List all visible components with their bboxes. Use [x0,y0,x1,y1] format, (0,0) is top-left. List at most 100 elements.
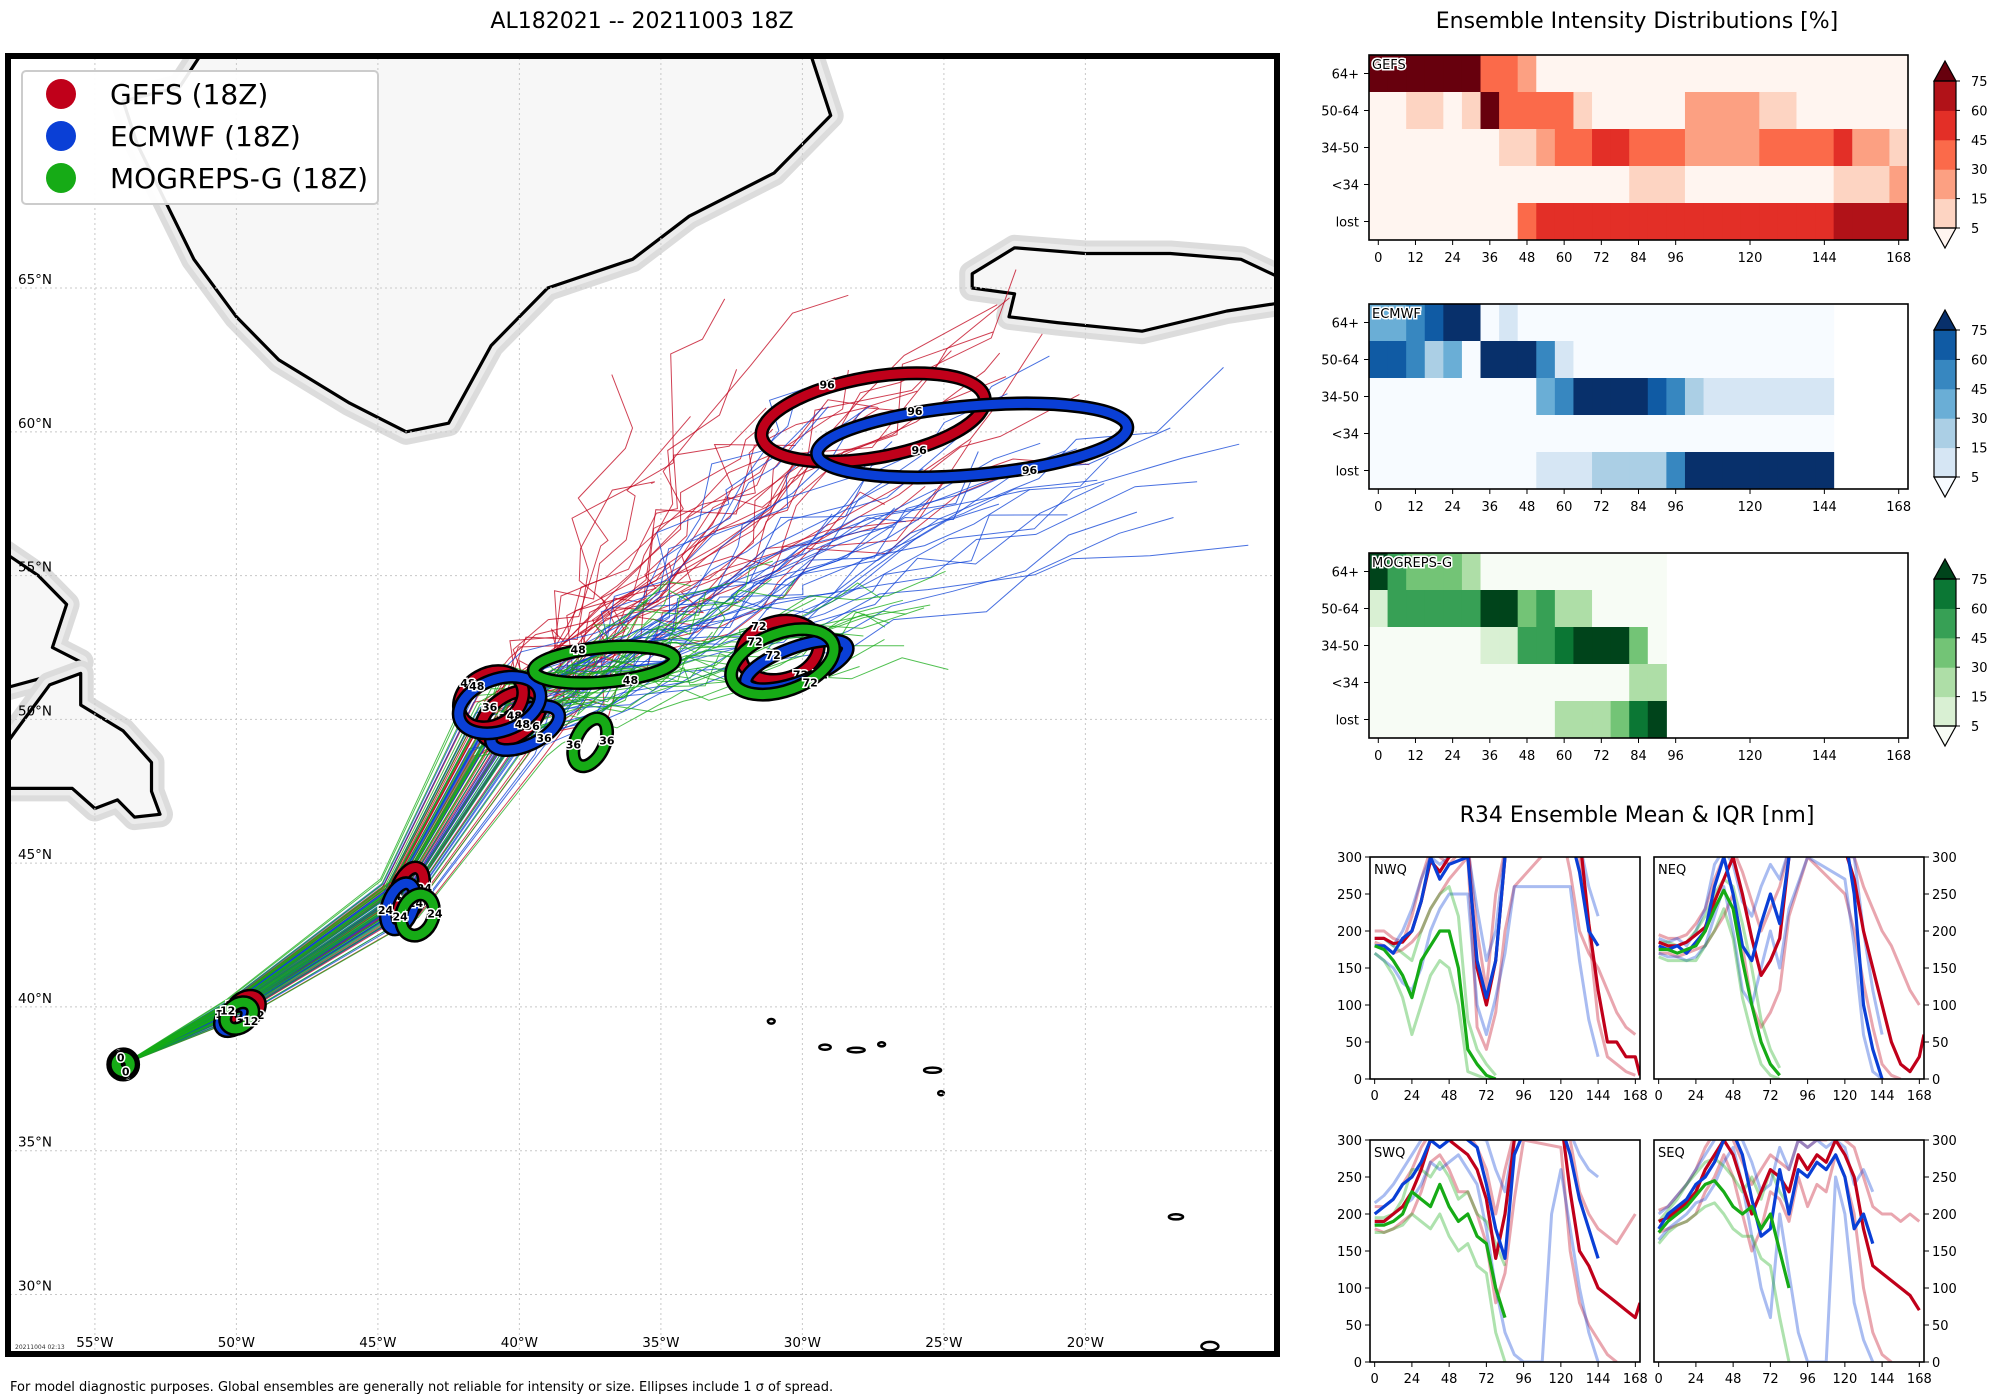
heat-cell [1387,701,1407,739]
heat-cell [1387,553,1407,591]
heat-cell [1796,415,1816,453]
heat-cell [1852,92,1872,130]
r34-gefs-iqr-line [1374,857,1637,1036]
r34-x-tick: 24 [1688,1372,1705,1387]
heat-cell [1703,92,1723,130]
heat-cell [1629,203,1649,241]
heat-cell [1480,701,1500,739]
heat-cell [1480,341,1500,379]
heat-cell [1443,378,1463,416]
island [936,1089,946,1097]
heat-cell [1424,553,1444,591]
heat-cell [1573,304,1593,342]
heat-cell [1703,452,1723,490]
heat-cell [1461,452,1482,490]
r34-x-tick: 96 [1799,1372,1816,1387]
r34-x-tick: 0 [1371,1089,1379,1104]
heat-cell [1443,341,1463,379]
heat-cell [1647,378,1667,416]
heat-cell [1722,203,1742,241]
heat-cell [1592,452,1612,490]
heat-cell [1610,664,1630,702]
heat-cell [1554,627,1574,665]
r34-ecmwf-iqr-line [1374,1153,1600,1362]
heat-cell [1889,203,1909,241]
heat-cell [1480,166,1500,204]
heat-cell [1610,92,1630,130]
heat-cell [1424,92,1444,130]
heat-cell [1629,129,1649,167]
ellipse-hour-label: 36 [566,738,582,751]
r34-mogreps-mean-line [1374,929,1497,1079]
lon-tick-label: 55°W [76,1335,113,1351]
heat-cell [1461,701,1482,739]
heat-cell [1722,415,1742,453]
heat-cell [1406,129,1426,167]
heat-cell [1517,378,1537,416]
heatmap-row-label: 34-50 [1321,391,1359,406]
heat-cell [1536,415,1556,453]
heat-cell [1480,92,1500,130]
heat-cell [1517,341,1537,379]
heat-cell [1536,203,1556,241]
lat-tick-label: 30°N [18,1278,52,1294]
heat-cell [1592,166,1612,204]
heat-cell [1554,590,1574,628]
heat-cell [1536,590,1556,628]
r34-x-tick: 72 [1478,1089,1495,1104]
heat-cell [1666,166,1686,204]
heat-cell [1517,590,1537,628]
heat-cell [1629,452,1649,490]
heat-cell [1536,553,1556,591]
heat-cell [1443,304,1463,342]
heat-cell [1573,664,1593,702]
r34-y-tick: 0 [1354,1356,1362,1371]
heat-cell [1666,92,1686,130]
heat-cell [1424,415,1444,453]
heatmap-x-tick: 0 [1374,500,1382,515]
heat-cell [1759,55,1779,93]
r34-y-tick: 300 [1337,1134,1362,1149]
heat-cell [1833,203,1853,241]
heat-cell [1592,701,1612,739]
heatmap-x-tick: 72 [1593,500,1610,515]
ellipse-hour-label: 48 [570,644,585,657]
heat-cell [1703,166,1723,204]
heat-cell [1443,129,1463,167]
ensemble-track [123,380,828,1065]
r34-x-tick: 24 [1404,1089,1421,1104]
r34-ecmwf-iqr-line [1658,857,1884,1035]
heat-cell [1554,55,1574,93]
heat-cell [1369,553,1389,591]
heat-cell [1554,203,1574,241]
ellipse-gefs-96: 96 96 [754,366,992,469]
heat-cell [1629,627,1649,665]
r34-x-tick: 144 [1586,1372,1611,1387]
heat-cell [1573,378,1593,416]
heat-cell [1703,203,1723,241]
heat-cell [1461,553,1482,591]
heat-cell [1443,203,1463,241]
lat-tick-label: 35°N [18,1135,52,1151]
heat-cell [1369,129,1389,167]
footer-note: For model diagnostic purposes. Global en… [10,1380,833,1395]
r34-y-tick: 250 [1337,888,1362,903]
heat-cell [1610,627,1630,665]
heat-cell [1889,55,1909,93]
ensemble-track [122,597,772,1065]
legend-gefs-label: GEFS (18Z) [110,78,268,111]
heat-cell [1777,378,1797,416]
heat-cell [1852,55,1872,93]
heat-cell [1554,452,1574,490]
lon-tick-label: 25°W [925,1335,962,1351]
heatmap-panel-name: ECMWF [1372,307,1421,322]
heat-cell [1517,553,1537,591]
heat-cell [1461,378,1482,416]
heat-cell [1870,166,1890,204]
colorbar-tick-label: 45 [1971,383,1988,398]
lon-tick-label: 30°W [784,1335,821,1351]
heatmap-row-label: <34 [1332,677,1359,692]
heat-cell [1684,92,1705,130]
heat-cell [1517,664,1537,702]
heat-cell [1480,203,1500,241]
